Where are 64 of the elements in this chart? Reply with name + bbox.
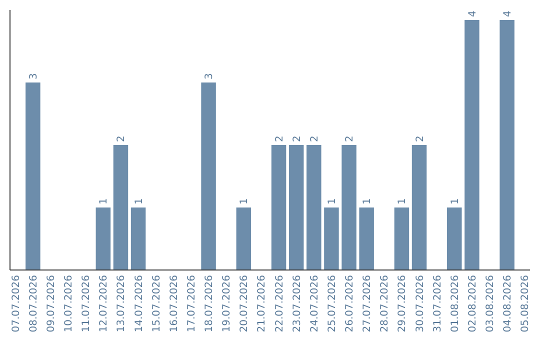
x-tick-label: 19.07.2026 bbox=[222, 275, 233, 332]
data-label: 4 bbox=[502, 10, 514, 17]
bar bbox=[306, 145, 322, 270]
x-tick-label: 22.07.2026 bbox=[274, 275, 286, 332]
x-tick-label: 07.07.2026 bbox=[10, 275, 22, 332]
bar bbox=[412, 145, 427, 270]
data-label: 2 bbox=[344, 136, 356, 142]
bar bbox=[359, 208, 374, 270]
x-tick-label: 14.07.2026 bbox=[134, 275, 145, 332]
x-tick-label: 03.08.2026 bbox=[485, 275, 496, 332]
data-label: 2 bbox=[309, 136, 320, 142]
x-tick-label: 13.07.2026 bbox=[116, 275, 128, 332]
data-label: 3 bbox=[28, 73, 40, 80]
x-tick-label: 25.07.2026 bbox=[326, 275, 338, 332]
x-tick-label: 12.07.2026 bbox=[98, 275, 110, 332]
bar bbox=[464, 20, 480, 270]
bar bbox=[96, 208, 111, 270]
data-label: 1 bbox=[134, 198, 145, 204]
x-tick-label: 15.07.2026 bbox=[151, 275, 162, 332]
bar bbox=[394, 208, 410, 270]
x-tick-label: 01.08.2026 bbox=[450, 275, 461, 332]
bar bbox=[500, 20, 514, 270]
data-label: 2 bbox=[292, 136, 303, 142]
bar bbox=[113, 145, 128, 270]
x-tick-label: 26.07.2026 bbox=[344, 275, 356, 332]
x-tick-label: 30.07.2026 bbox=[414, 275, 426, 332]
data-label: 4 bbox=[467, 10, 478, 17]
bar bbox=[447, 208, 462, 270]
x-tick-label: 10.07.2026 bbox=[64, 275, 75, 332]
x-tick-label: 04.08.2026 bbox=[502, 275, 514, 332]
x-tick-label: 20.07.2026 bbox=[239, 275, 250, 332]
x-tick-label: 11.07.2026 bbox=[81, 275, 92, 332]
x-tick-label: 08.07.2026 bbox=[28, 275, 40, 332]
x-tick-label: 21.07.2026 bbox=[256, 275, 268, 332]
data-label: 1 bbox=[326, 198, 338, 204]
x-tick-label: 09.07.2026 bbox=[46, 275, 57, 332]
data-label: 3 bbox=[204, 73, 216, 80]
x-tick-label: 28.07.2026 bbox=[380, 275, 391, 332]
x-tick-label: 17.07.2026 bbox=[186, 275, 198, 332]
data-label: 1 bbox=[98, 198, 110, 204]
data-label: 2 bbox=[274, 136, 286, 142]
data-label: 2 bbox=[116, 136, 128, 142]
x-tick-label: 02.08.2026 bbox=[467, 275, 478, 332]
data-label: 1 bbox=[450, 198, 461, 204]
data-label: 2 bbox=[414, 136, 426, 142]
bar bbox=[342, 145, 356, 270]
data-label: 1 bbox=[397, 198, 408, 204]
bar bbox=[271, 145, 286, 270]
bar bbox=[201, 82, 216, 270]
x-tick-label: 27.07.2026 bbox=[362, 275, 374, 332]
bar bbox=[26, 82, 40, 270]
x-tick-label: 23.07.2026 bbox=[292, 275, 303, 332]
data-label: 1 bbox=[362, 198, 374, 204]
x-tick-label: 05.08.2026 bbox=[520, 275, 532, 332]
data-label: 1 bbox=[239, 198, 250, 204]
bar bbox=[130, 208, 146, 270]
bar bbox=[288, 145, 304, 270]
x-tick-label: 16.07.2026 bbox=[168, 275, 180, 332]
x-tick-label: 29.07.2026 bbox=[397, 275, 408, 332]
x-tick-label: 31.07.2026 bbox=[432, 275, 444, 332]
bar bbox=[236, 208, 252, 270]
bar bbox=[324, 208, 339, 270]
x-tick-label: 24.07.2026 bbox=[309, 275, 320, 332]
x-tick-label: 18.07.2026 bbox=[204, 275, 216, 332]
